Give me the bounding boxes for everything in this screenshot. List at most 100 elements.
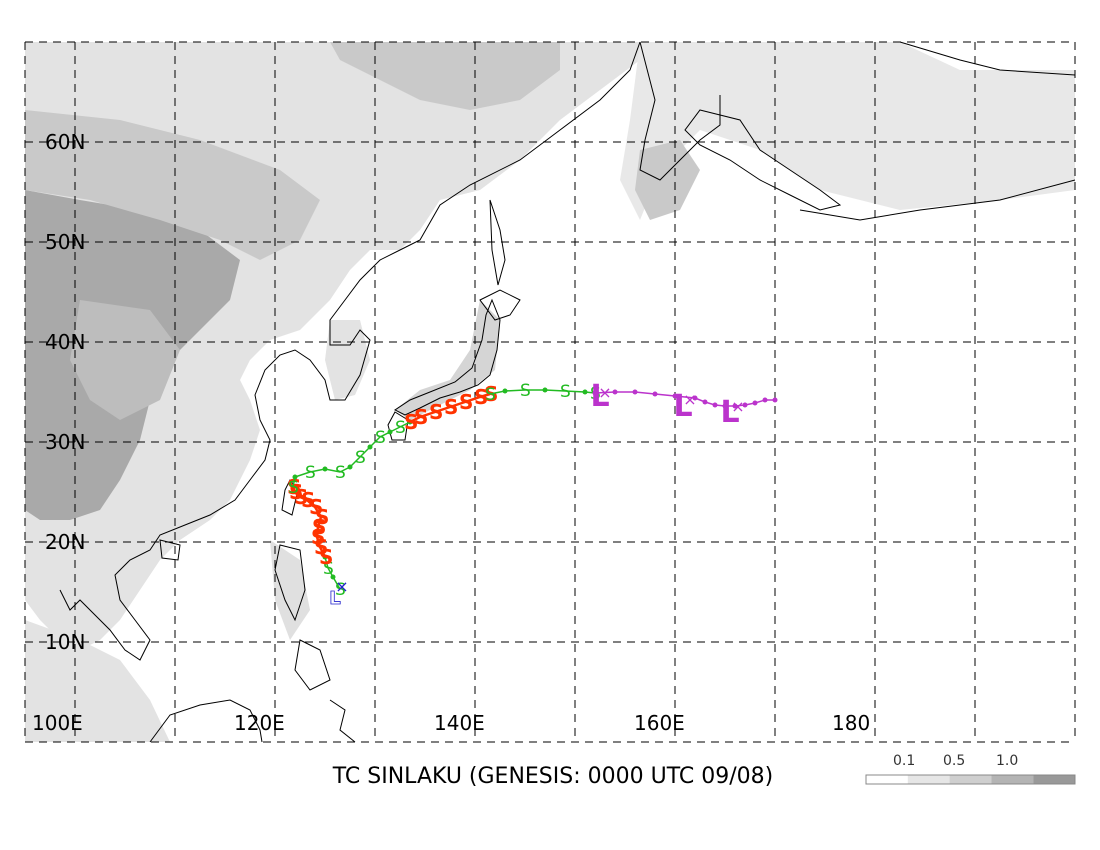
typhoon-symbol: S: [429, 400, 443, 424]
track-point: [772, 397, 778, 403]
elevation-legend: 0.1 0.5 1.0: [865, 753, 1076, 785]
coastline-sulawesi: [329, 699, 356, 743]
tropical-storm-symbol: S: [355, 448, 366, 468]
typhoon-symbol: S: [294, 485, 308, 509]
track-point: [542, 387, 548, 393]
position-marker-x: ×: [683, 390, 696, 409]
coastline-mainland: [59, 41, 641, 661]
typhoon-symbol: S: [474, 385, 488, 409]
track-point: [712, 402, 718, 408]
legend-label-0: 0.1: [893, 753, 915, 769]
legend-border: [865, 774, 1076, 785]
coastlines: [59, 41, 1076, 743]
tropical-storm-symbol: S: [560, 382, 571, 402]
track-point: [722, 403, 728, 409]
coastline-hokkaido: [479, 289, 521, 321]
lon-label-120: 120E: [234, 711, 285, 735]
land-shade-light: [325, 320, 370, 400]
land-shade-mid: [25, 110, 320, 260]
track-point: [762, 397, 768, 403]
coastline-luzon: [274, 544, 306, 622]
land-shade-mid: [330, 42, 560, 110]
track-segment-typhoon: [409, 392, 491, 424]
land-shade-mid: [70, 300, 180, 420]
position-marker-x: ×: [731, 397, 744, 416]
track-point: [742, 402, 748, 408]
typhoon-symbol: S: [314, 535, 328, 559]
land-shade-light: [270, 540, 310, 640]
lat-label-60: 60N: [45, 130, 85, 154]
tropical-storm-symbol: S: [395, 418, 406, 438]
track-point: [582, 389, 588, 395]
track-point: [672, 393, 678, 399]
typhoon-symbol: S: [404, 410, 418, 434]
typhoon-track: SSSSSSSSSSSSSSSSSSSSSSSSSSSSSLLLL××××: [287, 379, 778, 609]
typhoon-symbol: S: [301, 488, 315, 512]
land-shade-mid: [635, 140, 700, 220]
track-point: [292, 474, 298, 480]
legend-swatch: [949, 775, 992, 784]
legend-swatches: [866, 775, 1075, 784]
tropical-storm-symbol: S: [323, 559, 334, 579]
tropical-storm-symbol: S: [520, 381, 531, 401]
lat-label-50: 50N: [45, 230, 85, 254]
track-point: [592, 390, 598, 396]
latitude-labels: 60N 50N 40N 30N 20N 10N: [45, 130, 85, 654]
low-pressure-symbol: L: [720, 395, 739, 430]
legend-swatch: [866, 775, 908, 784]
terrain-shading: [25, 42, 1075, 742]
coastline-philippines-south: [294, 639, 331, 691]
low-pressure-symbol: L: [673, 389, 692, 424]
tropical-storm-symbol: S: [485, 385, 496, 405]
land-shade-light: [395, 300, 500, 420]
tropical-storm-symbol: S: [335, 580, 346, 600]
legend-label-2: 1.0: [996, 753, 1018, 769]
typhoon-symbol: S: [414, 405, 428, 429]
tropical-storm-symbol: S: [305, 463, 316, 483]
lon-label-180: 180: [832, 711, 870, 735]
coastline-alaska-chukotka: [799, 41, 1076, 221]
tropical-storm-symbol: S: [288, 478, 299, 498]
track-point: [322, 466, 328, 472]
typhoon-symbol: S: [309, 495, 323, 519]
typhoon-symbol: S: [312, 515, 326, 539]
graticule: [24, 41, 1076, 743]
track-point: [652, 391, 658, 397]
lat-label-10: 10N: [45, 630, 85, 654]
lat-label-40: 40N: [45, 330, 85, 354]
lon-label-140: 140E: [434, 711, 485, 735]
legend-swatch: [1033, 775, 1075, 784]
position-marker-x: ×: [335, 577, 348, 596]
coastline-sakhalin: [489, 199, 506, 286]
tropical-storm-symbol: S: [335, 463, 346, 483]
typhoon-symbol: S: [287, 475, 301, 499]
track-segment-typhoon: [291, 486, 327, 558]
typhoon-symbol: S: [444, 395, 458, 419]
track-point: [502, 388, 508, 394]
track-point: [752, 400, 758, 406]
coastline-hainan: [159, 539, 181, 561]
track-point: [692, 395, 698, 401]
coastline-okhotsk: [639, 41, 721, 181]
lon-label-160: 160E: [634, 711, 685, 735]
coastline-kyushu: [387, 411, 409, 441]
track-point: [367, 444, 373, 450]
coastline-taiwan: [281, 479, 299, 516]
typhoon-symbol: S: [319, 545, 333, 569]
track-segment-tropical-storm: [324, 556, 341, 590]
coastline-borneo: [149, 699, 263, 743]
low-pressure-symbol: L: [590, 379, 609, 414]
low-pressure-symbol: L: [329, 588, 340, 609]
lon-label-100: 100E: [32, 711, 83, 735]
lat-label-20: 20N: [45, 530, 85, 554]
lat-label-30: 30N: [45, 430, 85, 454]
typhoon-symbol: S: [311, 525, 325, 549]
track-point: [632, 389, 638, 395]
land-shade-light: [620, 42, 1075, 220]
legend-swatch: [991, 775, 1034, 784]
position-marker-x: ×: [598, 383, 611, 402]
typhoon-symbol: S: [315, 505, 329, 529]
track-point: [612, 389, 618, 395]
track-point: [330, 574, 336, 580]
